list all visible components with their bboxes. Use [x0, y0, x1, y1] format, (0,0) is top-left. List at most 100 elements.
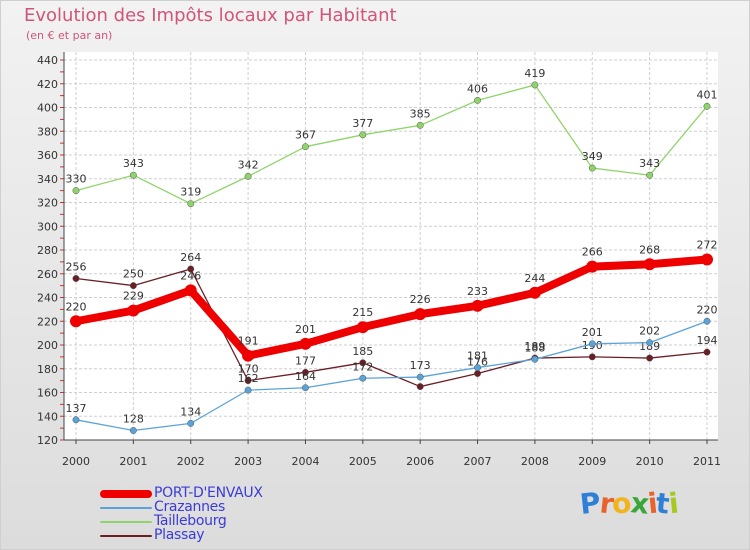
- y-tick-label: 140: [37, 410, 58, 423]
- y-tick-label: 380: [37, 125, 58, 138]
- y-tick-label: 420: [37, 78, 58, 91]
- data-point: [184, 284, 197, 297]
- x-tick-label: 2006: [406, 455, 434, 468]
- data-point: [302, 368, 309, 376]
- data-label: 215: [352, 306, 373, 319]
- data-point: [359, 131, 367, 139]
- data-point: [646, 171, 654, 179]
- legend-swatch: [100, 535, 152, 537]
- legend-label: Crazannes: [154, 499, 225, 515]
- data-point: [187, 419, 195, 427]
- data-label: 201: [582, 326, 603, 339]
- data-label: 246: [180, 269, 201, 282]
- data-point: [474, 96, 481, 104]
- data-point: [72, 187, 80, 195]
- y-tick-label: 320: [37, 197, 58, 210]
- data-label: 202: [639, 325, 660, 338]
- legend-label: Taillebourg: [154, 513, 227, 529]
- x-tick-label: 2001: [119, 455, 147, 468]
- data-label: 349: [582, 150, 603, 163]
- data-point: [588, 340, 596, 348]
- chart-title: Evolution des Impôts locaux par Habitant: [24, 5, 397, 26]
- legend-swatch: [100, 490, 152, 498]
- y-tick-label: 280: [37, 244, 58, 257]
- data-point: [701, 253, 713, 266]
- data-label: 330: [66, 173, 87, 186]
- data-point: [416, 383, 424, 391]
- y-tick-label: 200: [37, 339, 58, 352]
- y-tick-label: 240: [37, 292, 58, 305]
- y-tick-label: 260: [37, 268, 58, 281]
- data-point: [129, 282, 137, 290]
- data-point: [72, 416, 80, 424]
- data-label: 220: [697, 303, 718, 316]
- data-point: [302, 384, 309, 392]
- data-label: 229: [123, 290, 144, 303]
- data-label: 343: [639, 157, 660, 170]
- data-label: 201: [295, 323, 316, 336]
- chart-subtitle: (en € et par an): [26, 29, 113, 42]
- data-point: [471, 299, 484, 312]
- data-label: 170: [238, 363, 259, 376]
- legend-swatch: [100, 521, 152, 523]
- data-point: [244, 172, 252, 180]
- logo-letter: i: [666, 486, 679, 521]
- data-point: [359, 359, 367, 367]
- series-line: [75, 320, 708, 432]
- data-point: [474, 370, 481, 377]
- data-label: 233: [467, 285, 488, 298]
- data-point: [70, 315, 82, 328]
- data-label: 268: [639, 243, 660, 256]
- y-tick-label: 300: [37, 220, 58, 233]
- y-tick-label: 400: [37, 102, 58, 115]
- data-label: 181: [467, 350, 488, 363]
- data-label: 343: [123, 157, 144, 170]
- data-label: 162: [238, 372, 259, 385]
- data-label: 401: [697, 88, 718, 101]
- data-label: 134: [180, 405, 201, 418]
- x-tick-label: 2008: [521, 455, 549, 468]
- y-tick-label: 340: [37, 173, 58, 186]
- data-point: [244, 377, 252, 385]
- data-label: 272: [697, 239, 718, 252]
- data-point: [531, 355, 539, 363]
- proxiti-logo: Proxiti: [578, 486, 679, 521]
- x-tick-label: 2005: [349, 455, 377, 468]
- x-tick-label: 2007: [464, 455, 492, 468]
- data-point: [299, 337, 312, 350]
- data-point: [474, 364, 481, 372]
- series-line: [75, 268, 708, 388]
- data-point: [703, 348, 711, 356]
- x-tick-label: 2000: [62, 455, 90, 468]
- data-label: 220: [66, 300, 87, 313]
- data-label: 164: [295, 370, 316, 383]
- data-label: 266: [582, 246, 603, 259]
- data-label: 177: [295, 354, 316, 367]
- data-point: [646, 339, 654, 347]
- data-label: 137: [66, 402, 87, 415]
- data-label: 194: [697, 334, 718, 347]
- y-tick-label: 360: [37, 149, 58, 162]
- data-point: [643, 258, 656, 271]
- data-label: 367: [295, 129, 316, 142]
- data-point: [302, 143, 309, 151]
- data-label: 189: [524, 340, 545, 353]
- data-point: [703, 317, 711, 325]
- data-label: 226: [410, 293, 431, 306]
- data-point: [416, 373, 424, 381]
- data-label: 385: [410, 107, 431, 120]
- x-tick-label: 2003: [234, 455, 262, 468]
- data-label: 256: [66, 261, 87, 274]
- data-point: [646, 354, 654, 362]
- x-tick-label: 2009: [578, 455, 606, 468]
- data-label: 319: [180, 186, 201, 199]
- data-point: [531, 81, 539, 89]
- x-tick-label: 2010: [636, 455, 664, 468]
- data-label: 244: [524, 272, 545, 285]
- legend-label: PORT-D'ENVAUX: [154, 485, 263, 501]
- plot-area: [64, 52, 718, 440]
- data-label: 176: [467, 356, 488, 369]
- data-label: 419: [524, 67, 545, 80]
- data-label: 250: [123, 268, 144, 281]
